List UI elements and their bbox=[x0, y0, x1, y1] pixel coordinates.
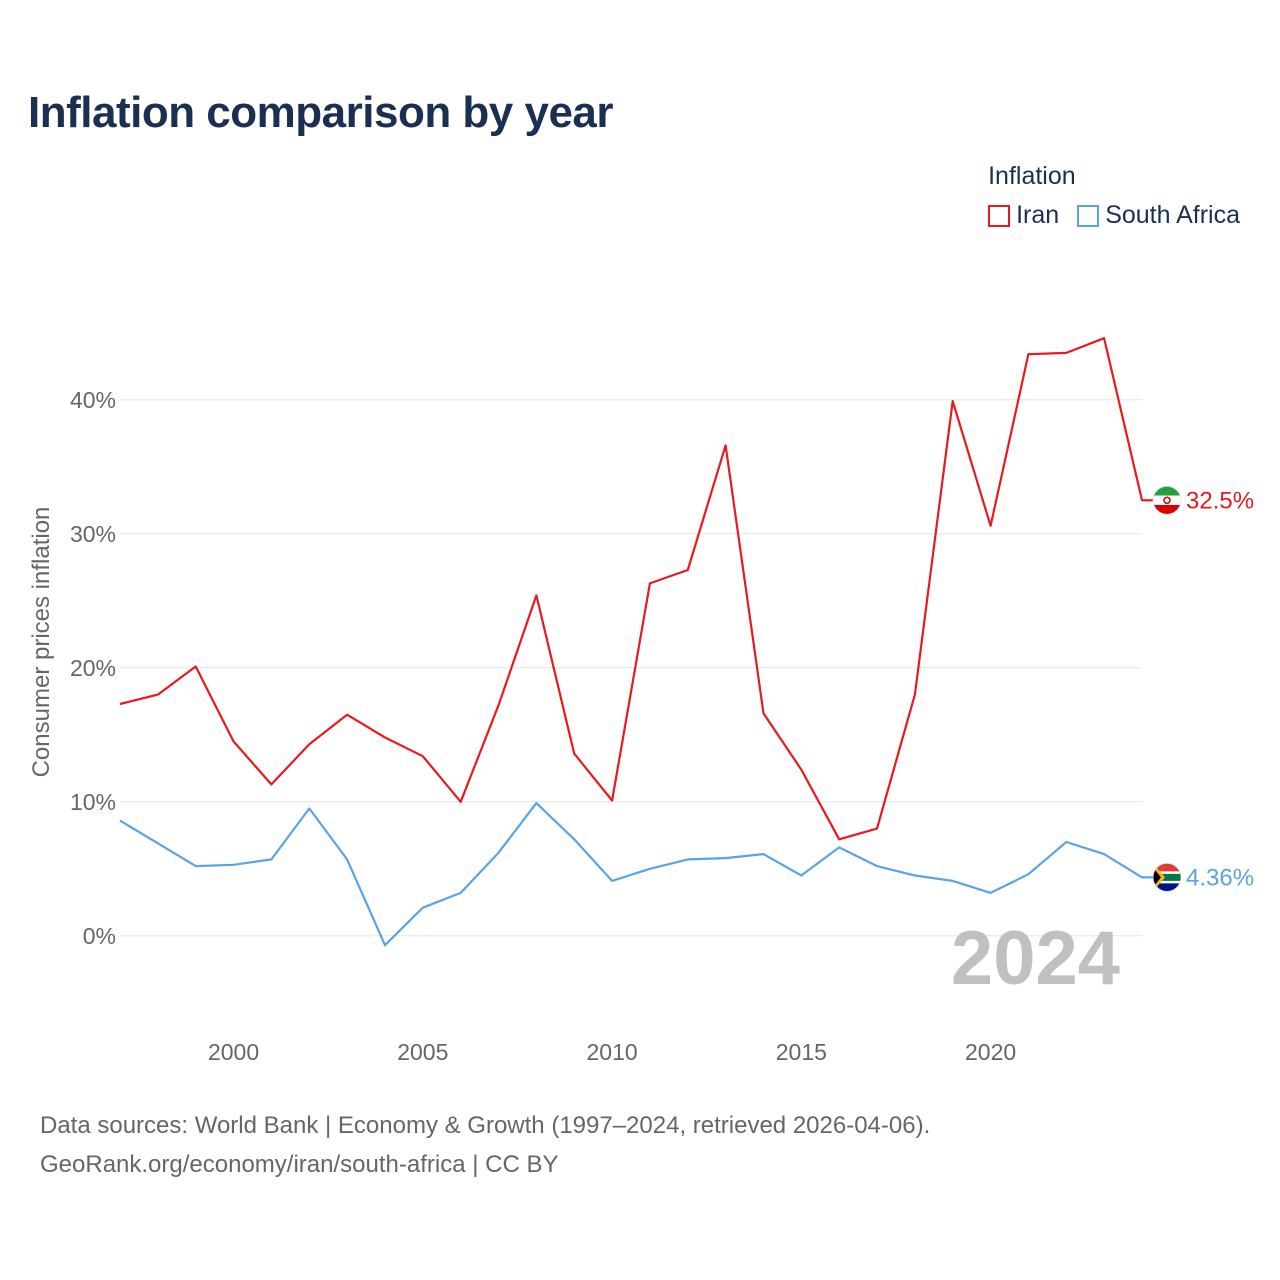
legend-item-iran[interactable]: Iran bbox=[988, 201, 1059, 230]
chart-title: Inflation comparison by year bbox=[28, 88, 614, 137]
x-tick-label: 2005 bbox=[397, 1039, 448, 1065]
x-tick-label: 2000 bbox=[208, 1039, 259, 1065]
x-tick-label: 2020 bbox=[965, 1039, 1016, 1065]
y-tick-label: 20% bbox=[70, 655, 116, 681]
data-source-text: Data sources: World Bank | Economy & Gro… bbox=[40, 1112, 931, 1139]
iran-flag-icon bbox=[1152, 485, 1182, 515]
x-tick-label: 2015 bbox=[776, 1039, 827, 1065]
attribution-text: GeoRank.org/economy/iran/south-africa | … bbox=[40, 1151, 559, 1178]
y-tick-label: 40% bbox=[70, 387, 116, 413]
legend-swatch-iran bbox=[988, 204, 1011, 227]
year-watermark: 2024 bbox=[951, 916, 1120, 1001]
y-tick-label: 30% bbox=[70, 521, 116, 547]
legend-title: Inflation bbox=[988, 162, 1076, 190]
legend-label-iran: Iran bbox=[1016, 201, 1060, 229]
south-africa-flag-icon bbox=[1152, 862, 1182, 892]
legend-item-south-africa[interactable]: South Africa bbox=[1077, 201, 1240, 230]
legend: Inflation Iran South Africa bbox=[988, 162, 1240, 230]
end-value-label-south-africa: 4.36% bbox=[1186, 864, 1254, 891]
series-line-south-africa[interactable] bbox=[119, 801, 1164, 947]
x-tick-label: 2010 bbox=[586, 1039, 637, 1065]
legend-label-south-africa: South Africa bbox=[1105, 201, 1240, 229]
legend-swatch-south-africa bbox=[1077, 204, 1100, 227]
end-value-label-iran: 32.5% bbox=[1186, 487, 1254, 514]
footer: Data sources: World Bank | Economy & Gro… bbox=[40, 1106, 930, 1184]
y-tick-label: 0% bbox=[83, 923, 116, 949]
series-line-iran[interactable] bbox=[119, 337, 1164, 841]
y-tick-label: 10% bbox=[70, 789, 116, 815]
